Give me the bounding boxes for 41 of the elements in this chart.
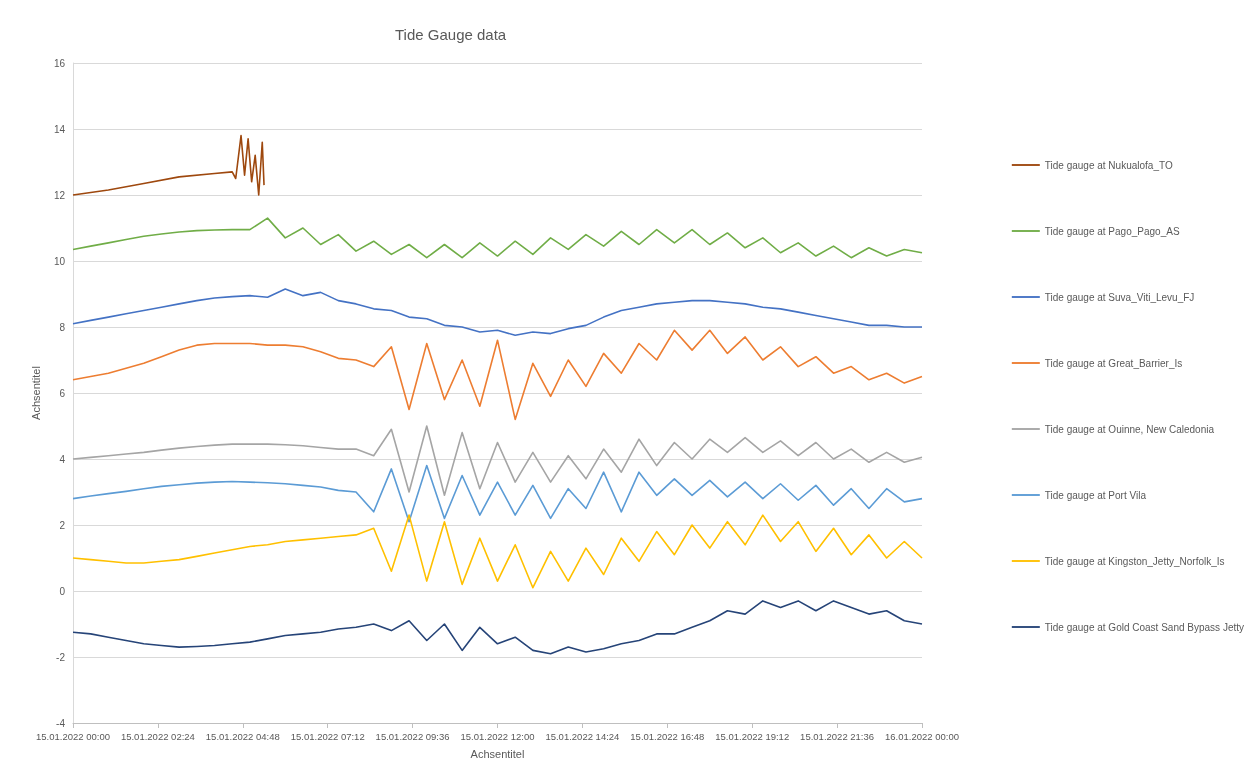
line-series — [72, 288, 923, 337]
x-tick-label: 15.01.2022 09:36 — [375, 730, 450, 742]
line-series — [72, 600, 923, 655]
line-series — [72, 329, 923, 421]
y-tick-label: 14 — [53, 123, 66, 135]
y-tick-label: 10 — [53, 255, 66, 267]
line-series — [72, 217, 923, 259]
y-tick-label: 2 — [59, 519, 66, 531]
x-tick-label: 15.01.2022 02:24 — [120, 730, 195, 742]
x-axis-title: Achsentitel — [470, 748, 525, 760]
y-tick-label: 4 — [59, 453, 66, 465]
y-tick-label: 0 — [59, 585, 66, 597]
line-series — [72, 464, 923, 523]
y-axis-title: Achsentitel — [29, 366, 42, 420]
legend-label: Tide gauge at Suva_Viti_Levu_FJ — [1044, 291, 1195, 303]
legend-label: Tide gauge at Great_Barrier_Is — [1044, 357, 1183, 369]
legend-label: Tide gauge at Nukualofa_TO — [1044, 159, 1173, 171]
x-tick-label: 16.01.2022 00:00 — [885, 730, 959, 742]
y-tick-label: -2 — [56, 651, 66, 663]
y-tick-label: -4 — [56, 717, 66, 729]
x-tick-label: 15.01.2022 04:48 — [205, 730, 280, 742]
x-tick-label: 15.01.2022 12:00 — [460, 730, 535, 742]
legend-label: Tide gauge at Port Vila — [1044, 489, 1147, 501]
line-series — [72, 425, 923, 497]
legend-label: Tide gauge at Kingston_Jetty_Norfolk_Is — [1044, 555, 1225, 567]
chart-title: Tide Gauge data — [395, 26, 507, 43]
legend-label: Tide gauge at Pago_Pago_AS — [1044, 225, 1180, 237]
x-tick-label: 15.01.2022 21:36 — [800, 730, 875, 742]
x-tick-label: 15.01.2022 14:24 — [545, 730, 620, 742]
line-series — [72, 134, 265, 196]
y-tick-label: 8 — [59, 321, 66, 333]
x-tick-label: 15.01.2022 19:12 — [715, 730, 790, 742]
legend-label: Tide gauge at Gold Coast Sand Bypass Jetty — [1044, 621, 1245, 633]
x-tick-label: 15.01.2022 07:12 — [290, 730, 365, 742]
x-tick-label: 15.01.2022 16:48 — [630, 730, 705, 742]
x-tick-label: 15.01.2022 00:00 — [36, 730, 110, 742]
legend-label: Tide gauge at Ouinne, New Caledonia — [1044, 423, 1215, 435]
y-tick-label: 6 — [59, 387, 66, 399]
y-tick-label: 16 — [53, 57, 66, 69]
y-tick-label: 12 — [53, 189, 66, 201]
line-series — [72, 514, 923, 589]
